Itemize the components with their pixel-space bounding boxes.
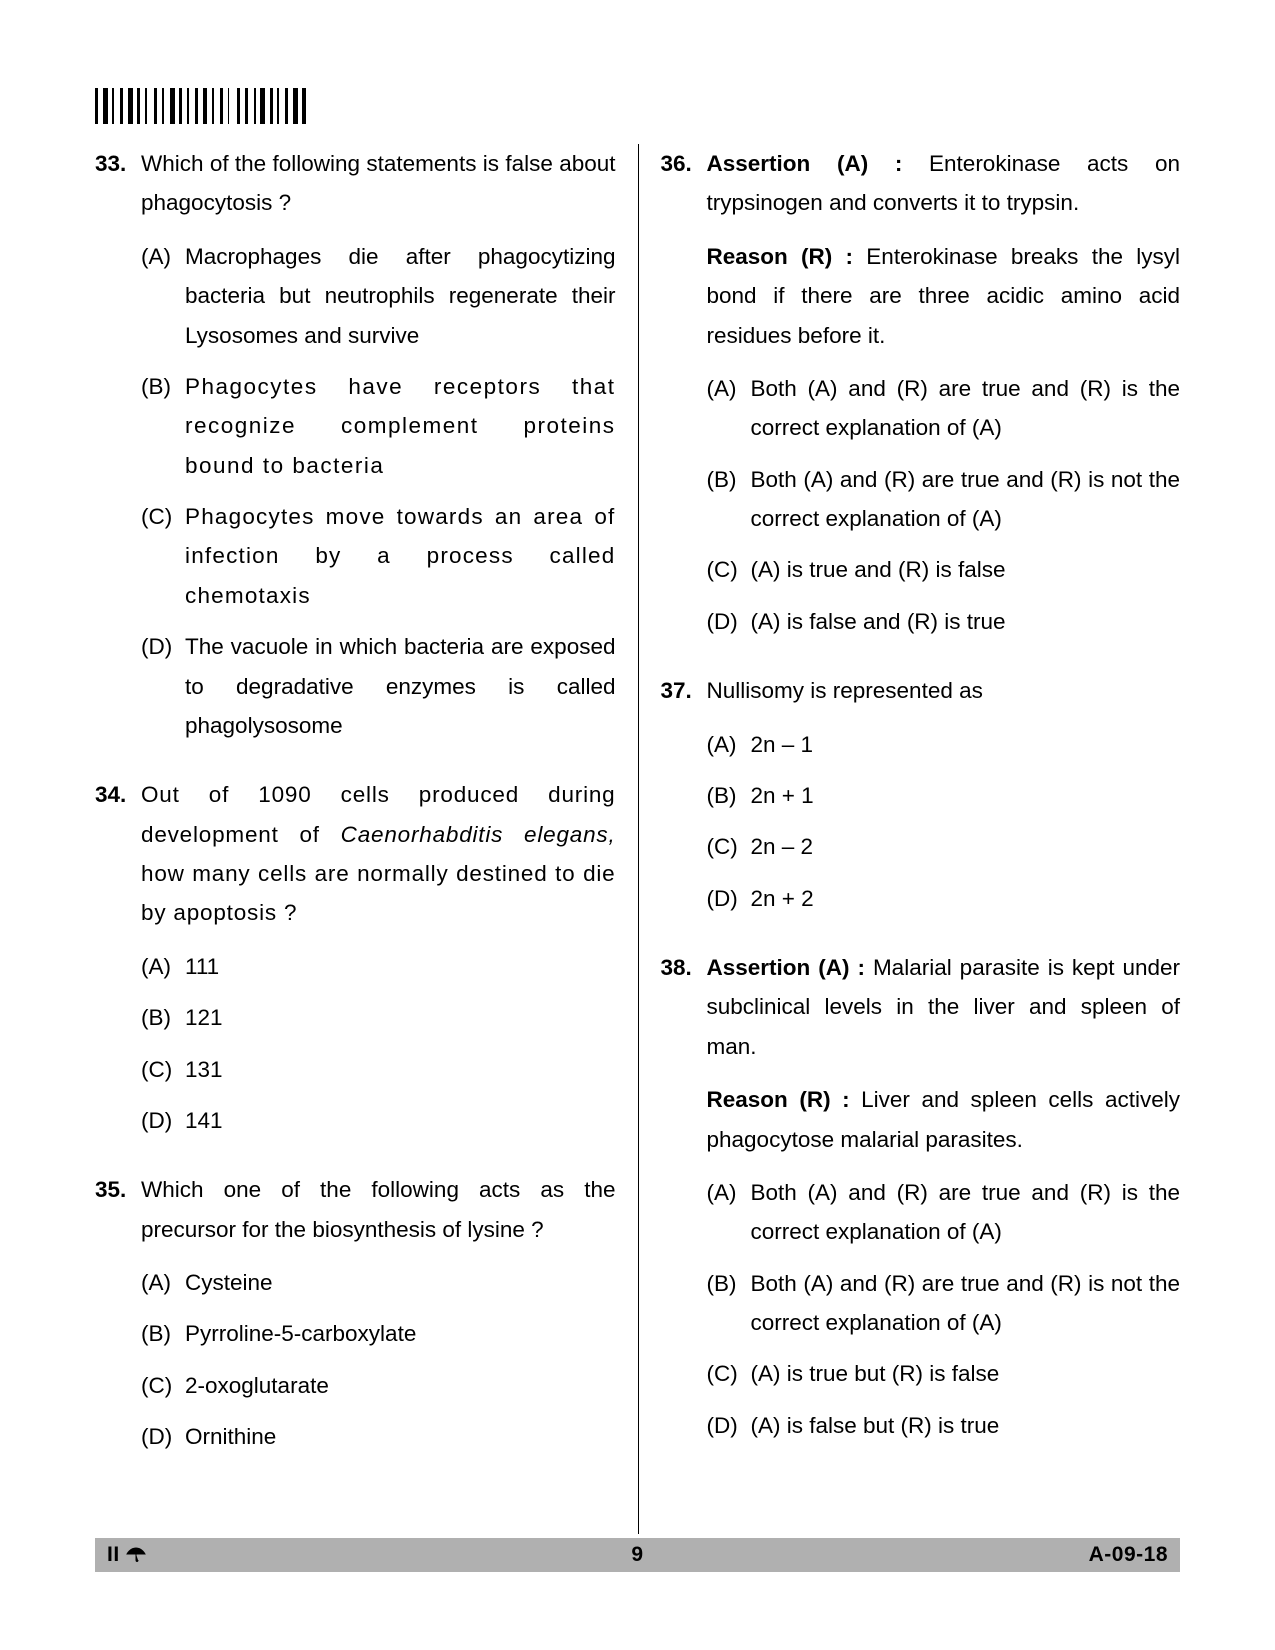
left-column: 33. Which of the following statements is…	[95, 144, 638, 1534]
q33-a-label: (A)	[141, 237, 185, 355]
q35-d-label: (D)	[141, 1417, 185, 1456]
q33-d-text: The vacuole in which bacteria are expose…	[185, 627, 616, 745]
q38-number: 38.	[661, 948, 707, 1066]
q33-stem: Which of the following statements is fal…	[141, 144, 616, 223]
q36-c-text: (A) is true and (R) is false	[751, 550, 1181, 589]
q38-d-text: (A) is false but (R) is true	[751, 1406, 1181, 1445]
q36-a-label: (A)	[707, 369, 751, 448]
q33-b-text: Phagocytes have receptors that recognize…	[185, 367, 616, 485]
question-33: 33. Which of the following statements is…	[95, 144, 616, 745]
columns-wrapper: 33. Which of the following statements is…	[95, 144, 1180, 1534]
barcode	[95, 88, 310, 124]
umbrella-icon	[126, 1547, 146, 1563]
q36-c-label: (C)	[707, 550, 751, 589]
q38-b-text: Both (A) and (R) are true and (R) is not…	[751, 1264, 1181, 1343]
q38-assertion: Assertion (A) : Malarial parasite is kep…	[707, 948, 1181, 1066]
q36-number: 36.	[661, 144, 707, 223]
q35-a-label: (A)	[141, 1263, 185, 1302]
q33-c-text: Phagocytes move towards an area of infec…	[185, 497, 616, 615]
q34-b-text: 121	[185, 998, 616, 1037]
q35-d-text: Ornithine	[185, 1417, 616, 1456]
q36-d-label: (D)	[707, 602, 751, 641]
q37-c-text: 2n – 2	[751, 827, 1181, 866]
q37-c-label: (C)	[707, 827, 751, 866]
q35-b-label: (B)	[141, 1314, 185, 1353]
q38-a-label: (A)	[707, 1173, 751, 1252]
q34-d-label: (D)	[141, 1101, 185, 1140]
q36-b-label: (B)	[707, 460, 751, 539]
q38-d-label: (D)	[707, 1406, 751, 1445]
page-footer: II 9 A-09-18	[95, 1538, 1180, 1572]
q37-b-text: 2n + 1	[751, 776, 1181, 815]
q34-a-label: (A)	[141, 947, 185, 986]
q33-options: (A)Macrophages die after phagocytizing b…	[95, 237, 616, 746]
q37-a-label: (A)	[707, 725, 751, 764]
q38-b-label: (B)	[707, 1264, 751, 1343]
q37-number: 37.	[661, 671, 707, 710]
q36-b-text: Both (A) and (R) are true and (R) is not…	[751, 460, 1181, 539]
page-number: 9	[631, 1543, 643, 1567]
footer-code-right: A-09-18	[1089, 1543, 1168, 1567]
q34-options: (A)111 (B)121 (C)131 (D)141	[95, 947, 616, 1141]
q38-reason-label: Reason (R) :	[707, 1087, 862, 1112]
question-38: 38. Assertion (A) : Malarial parasite is…	[661, 948, 1181, 1445]
question-34: 34. Out of 1090 cells produced during de…	[95, 775, 616, 1140]
question-36: 36. Assertion (A) : Enterokinase acts on…	[661, 144, 1181, 641]
q37-options: (A)2n – 1 (B)2n + 1 (C)2n – 2 (D)2n + 2	[661, 725, 1181, 919]
question-35: 35. Which one of the following acts as t…	[95, 1170, 616, 1456]
q34-d-text: 141	[185, 1101, 616, 1140]
q38-c-text: (A) is true but (R) is false	[751, 1354, 1181, 1393]
q33-d-label: (D)	[141, 627, 185, 745]
q36-assertion: Assertion (A) : Enterokinase acts on try…	[707, 144, 1181, 223]
q34-a-text: 111	[185, 947, 616, 986]
q36-options: (A)Both (A) and (R) are true and (R) is …	[661, 369, 1181, 641]
q38-c-label: (C)	[707, 1354, 751, 1393]
q35-options: (A)Cysteine (B) Pyrroline-5-carboxylate …	[95, 1263, 616, 1457]
q33-b-label: (B)	[141, 367, 185, 485]
q37-d-label: (D)	[707, 879, 751, 918]
q33-number: 33.	[95, 144, 141, 223]
q35-a-text: Cysteine	[185, 1263, 616, 1302]
q37-d-text: 2n + 2	[751, 879, 1181, 918]
q35-number: 35.	[95, 1170, 141, 1249]
q34-number: 34.	[95, 775, 141, 933]
q36-assertion-label: Assertion (A) :	[707, 151, 930, 176]
question-37: 37. Nullisomy is represented as (A)2n – …	[661, 671, 1181, 918]
q33-c-label: (C)	[141, 497, 185, 615]
q38-a-text: Both (A) and (R) are true and (R) is the…	[751, 1173, 1181, 1252]
q36-reason-label: Reason (R) :	[707, 244, 867, 269]
exam-page: 33. Which of the following statements is…	[0, 0, 1275, 1650]
q37-stem: Nullisomy is represented as	[707, 671, 1181, 710]
q37-b-label: (B)	[707, 776, 751, 815]
footer-code-left: II	[107, 1543, 120, 1567]
q35-c-label: (C)	[141, 1366, 185, 1405]
q37-a-text: 2n – 1	[751, 725, 1181, 764]
q38-reason: Reason (R) : Liver and spleen cells acti…	[661, 1080, 1181, 1159]
q34-c-label: (C)	[141, 1050, 185, 1089]
q35-b-text: Pyrroline-5-carboxylate	[185, 1314, 616, 1353]
q38-assertion-label: Assertion (A) :	[707, 955, 873, 980]
q38-options: (A)Both (A) and (R) are true and (R) is …	[661, 1173, 1181, 1445]
q34-c-text: 131	[185, 1050, 616, 1089]
q33-a-text: Macrophages die after phagocytizing bact…	[185, 237, 616, 355]
q36-d-text: (A) is false and (R) is true	[751, 602, 1181, 641]
q34-stem-italic: Caenorhabditis elegans,	[341, 822, 616, 847]
q35-c-text: 2-oxoglutarate	[185, 1366, 616, 1405]
right-column: 36. Assertion (A) : Enterokinase acts on…	[638, 144, 1181, 1534]
q34-stem: Out of 1090 cells produced during develo…	[141, 775, 616, 933]
footer-left: II	[107, 1543, 146, 1567]
q35-stem: Which one of the following acts as the p…	[141, 1170, 616, 1249]
q36-reason: Reason (R) : Enterokinase breaks the lys…	[661, 237, 1181, 355]
q34-stem-post: how many cells are normally destined to …	[141, 861, 616, 925]
q34-b-label: (B)	[141, 998, 185, 1037]
q36-a-text: Both (A) and (R) are true and (R) is the…	[751, 369, 1181, 448]
